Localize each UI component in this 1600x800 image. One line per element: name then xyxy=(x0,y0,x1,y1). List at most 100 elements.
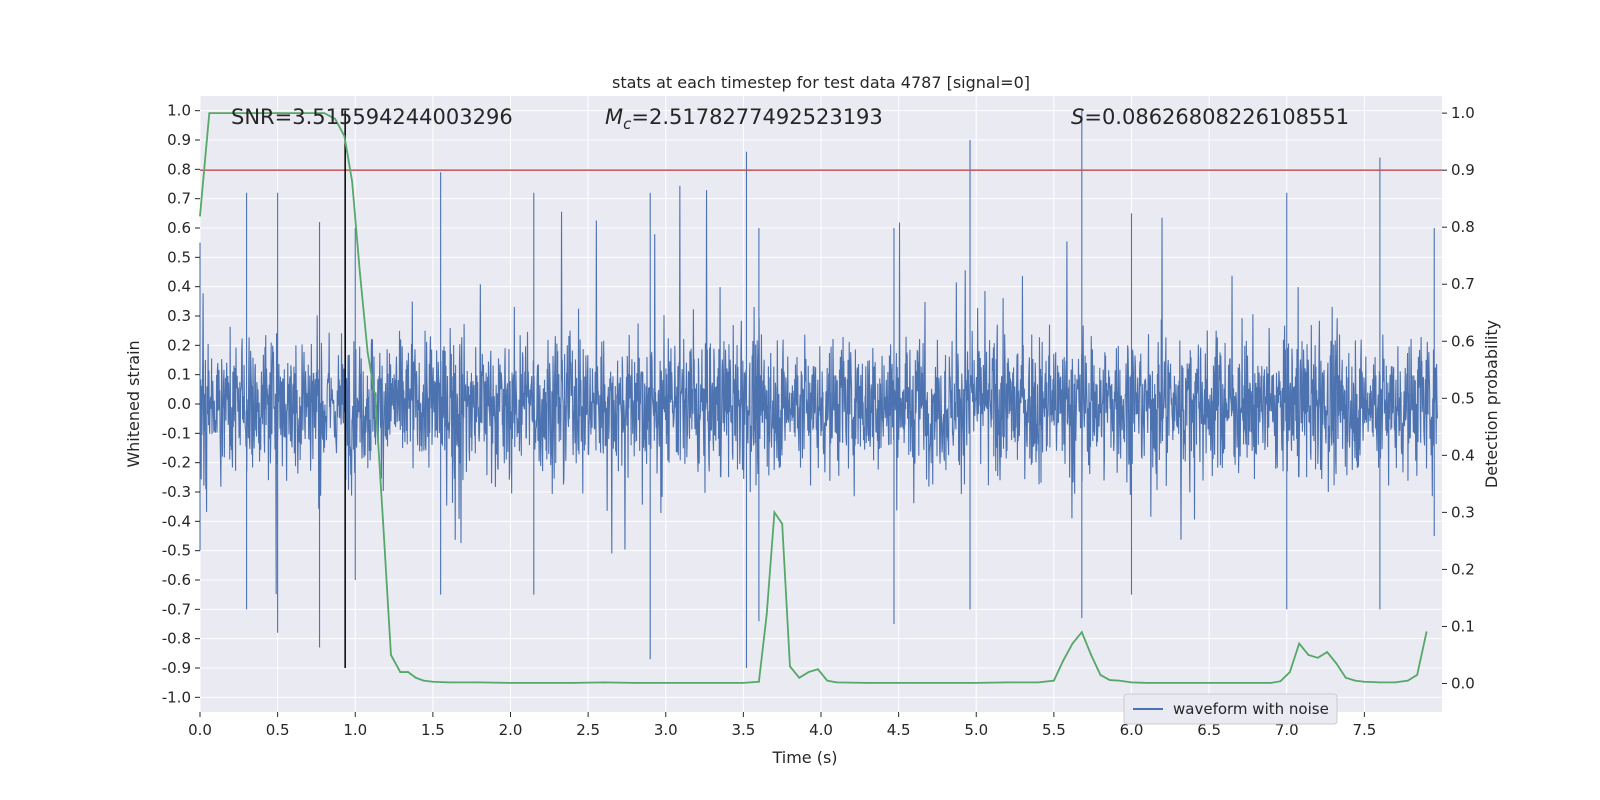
detection-probability-point xyxy=(944,682,947,684)
detection-probability-point xyxy=(1270,682,1273,684)
detection-probability-point xyxy=(758,680,760,683)
detection-probability-point xyxy=(1052,679,1055,682)
x-tick-label: 6.0 xyxy=(1120,721,1144,739)
y-tick-label: 1.0 xyxy=(167,102,191,120)
detection-probability-point xyxy=(807,671,810,673)
x-tick-label: 0.0 xyxy=(188,721,212,739)
detection-probability-point xyxy=(664,682,667,684)
y-tick-label: 0.1 xyxy=(167,366,191,384)
detection-probability-point xyxy=(276,112,279,115)
x-tick-label: 2.5 xyxy=(576,721,600,739)
detection-probability-point xyxy=(1406,679,1409,682)
annotation-s-value: =0.08626808226108551 xyxy=(1084,105,1349,129)
y2-tick-label: 0.0 xyxy=(1451,674,1475,692)
detection-probability-point xyxy=(222,112,225,115)
y2-tick-label: 0.8 xyxy=(1451,218,1475,236)
annotation-snr: SNR=3.515594244003296 xyxy=(231,105,513,129)
annotation-s: S=0.08626808226108551 xyxy=(1071,105,1349,129)
detection-probability-point xyxy=(1223,682,1226,684)
detection-probability-point xyxy=(773,511,776,514)
detection-probability-point xyxy=(359,271,361,274)
detection-probability-point xyxy=(765,614,768,616)
y-tick-label: 0.5 xyxy=(167,248,191,266)
x-tick-label: 4.5 xyxy=(887,721,911,739)
x-tick-label: 1.0 xyxy=(343,721,367,739)
detection-probability-point xyxy=(789,665,791,668)
y-tick-label: -0.2 xyxy=(162,454,191,472)
y-tick-label: 0.7 xyxy=(167,190,191,208)
axis-ticks: 0.0 0.5 1.0 1.5 2.0 2.5 3.0 3.5 4.0 4.5 5.0 5.5 6.0 6… xyxy=(162,102,1475,739)
detection-probability-point xyxy=(571,682,574,684)
detection-probability-point xyxy=(726,682,729,684)
y-tick-label: -0.1 xyxy=(162,424,191,442)
detection-probability-point xyxy=(826,679,829,682)
detection-probability-point xyxy=(816,668,819,671)
y2-tick-label: 0.5 xyxy=(1451,389,1475,407)
detection-probability-point xyxy=(1335,662,1338,665)
x-tick-label: 0.5 xyxy=(266,721,290,739)
annotation-chirp-mass: Mc=2.5178277492523193 xyxy=(605,105,883,133)
detection-probability-point xyxy=(208,112,211,115)
y2-tick-label: 0.2 xyxy=(1451,560,1475,578)
detection-probability-point xyxy=(897,682,900,684)
detection-probability-point xyxy=(1071,642,1074,645)
x-tick-label: 3.5 xyxy=(731,721,755,739)
detection-probability-point xyxy=(390,654,392,656)
detection-probability-point xyxy=(866,682,869,684)
series-waveform-with-noise xyxy=(199,110,1438,668)
x-tick-label: 5.0 xyxy=(964,721,988,739)
annotation-chirp-mass-value: =2.5178277492523193 xyxy=(631,105,882,129)
detection-probability-point xyxy=(1394,681,1397,684)
detection-probability-point xyxy=(399,671,402,673)
detection-probability-point xyxy=(1177,682,1179,684)
detection-probability-point xyxy=(374,397,377,400)
detection-probability-point xyxy=(781,522,784,525)
detection-probability-point xyxy=(1146,682,1148,684)
detection-probability-point xyxy=(323,112,326,115)
overlay-lines xyxy=(199,110,1442,684)
y-tick-label: -0.5 xyxy=(162,542,191,560)
x-tick-label: 1.5 xyxy=(421,721,445,739)
detection-probability-point xyxy=(1118,679,1120,682)
detection-probability-point xyxy=(798,676,801,679)
y2-tick-label: 0.1 xyxy=(1451,617,1475,635)
detection-probability-point xyxy=(1130,681,1133,684)
detection-probability-point xyxy=(447,681,450,684)
detection-probability-point xyxy=(1425,631,1428,634)
detection-probability-point xyxy=(1288,671,1291,673)
detection-probability-point xyxy=(422,679,425,682)
detection-probability-point xyxy=(1006,681,1009,684)
y-tick-label: -0.6 xyxy=(162,571,191,589)
y2-tick-label: 0.6 xyxy=(1451,332,1475,350)
legend: waveform with noise xyxy=(1123,693,1338,725)
y-tick-label: 0.6 xyxy=(167,219,191,237)
y-tick-label: -0.4 xyxy=(162,512,191,530)
detection-probability-point xyxy=(1298,642,1301,645)
detection-probability-point xyxy=(199,214,201,217)
legend-label-waveform: waveform with noise xyxy=(1173,700,1329,718)
detection-probability-point xyxy=(351,180,354,183)
y-axis-label: Whitened strain xyxy=(124,340,143,467)
detection-probability-point xyxy=(382,522,385,525)
y2-tick-label: 0.7 xyxy=(1451,275,1475,293)
y2-tick-label: 0.9 xyxy=(1451,161,1475,179)
detection-probability-point xyxy=(1379,681,1381,684)
detection-probability-point xyxy=(695,682,698,684)
y-tick-label: -0.8 xyxy=(162,630,191,648)
x-tick-label: 5.5 xyxy=(1042,721,1066,739)
detection-probability-point xyxy=(633,682,636,684)
y2-tick-label: 0.4 xyxy=(1451,446,1475,464)
detection-probability-point xyxy=(343,135,346,137)
detection-probability-point xyxy=(1363,680,1366,683)
y-tick-label: 0.3 xyxy=(167,307,191,325)
y-tick-label: -0.7 xyxy=(162,600,191,618)
detection-probability-point xyxy=(975,682,978,684)
detection-probability-point xyxy=(1279,680,1282,683)
detection-probability-point xyxy=(1037,681,1040,684)
annotation-s-symbol: S xyxy=(1071,105,1084,129)
detection-probability-point xyxy=(414,676,417,679)
detection-probability-point xyxy=(478,681,481,684)
detection-probability-point xyxy=(1307,654,1310,656)
detection-probability-point xyxy=(1416,674,1419,676)
detection-probability-point xyxy=(1062,659,1065,662)
